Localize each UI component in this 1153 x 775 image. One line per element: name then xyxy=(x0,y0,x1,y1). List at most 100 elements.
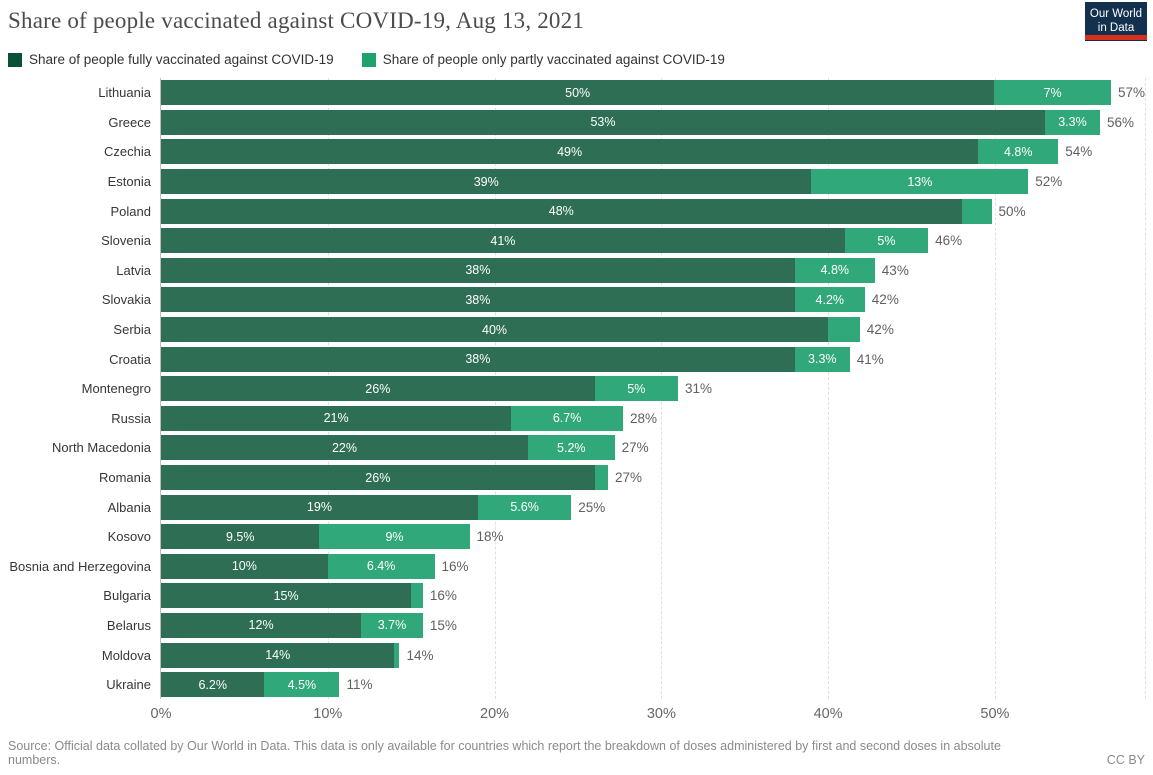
fully-vaccinated-segment[interactable]: 39% xyxy=(161,169,812,195)
fully-vaccinated-segment[interactable]: 38% xyxy=(161,257,795,283)
x-axis-tick-label: 10% xyxy=(313,706,343,723)
x-axis: 0% 10% 20% 30% 40% 50% xyxy=(151,701,1145,727)
country-label[interactable]: Montenegro xyxy=(81,381,151,397)
country-label[interactable]: Kosovo xyxy=(107,529,151,545)
country-label[interactable]: Poland xyxy=(110,203,151,219)
country-label[interactable]: Moldova xyxy=(101,647,151,663)
fully-vaccinated-segment[interactable]: 49% xyxy=(161,139,979,165)
total-value-label: 54% xyxy=(1065,144,1093,160)
fully-value-label: 21% xyxy=(323,411,349,426)
fully-value-label: 38% xyxy=(465,352,491,367)
fully-vaccinated-segment[interactable]: 50% xyxy=(161,80,995,106)
country-label[interactable]: Croatia xyxy=(109,351,151,367)
partly-vaccinated-segment[interactable]: 3.3% xyxy=(1044,109,1100,135)
partly-vaccinated-segment[interactable]: 4.8% xyxy=(794,257,875,283)
total-value-label: 41% xyxy=(856,351,884,367)
partly-vaccinated-segment[interactable]: 9% xyxy=(319,524,470,550)
table-row: 26% 5% 31% xyxy=(161,374,1145,404)
partly-vaccinated-segment[interactable]: 5% xyxy=(594,376,678,402)
fully-vaccinated-segment[interactable]: 10% xyxy=(161,553,328,579)
partly-vaccinated-segment[interactable]: 5.6% xyxy=(477,494,572,520)
country-label[interactable]: Bulgaria xyxy=(103,588,151,604)
total-value-label: 25% xyxy=(578,499,606,515)
fully-value-label: 40% xyxy=(482,322,508,337)
total-value-label: 57% xyxy=(1117,85,1145,101)
fully-vaccinated-segment[interactable]: 21% xyxy=(161,405,512,431)
owid-logo[interactable]: Our World in Data xyxy=(1085,2,1147,41)
total-value-label: 46% xyxy=(935,233,963,249)
partly-vaccinated-segment[interactable] xyxy=(961,198,992,224)
total-value-label: 18% xyxy=(476,529,504,545)
gridline xyxy=(828,78,830,700)
partly-vaccinated-segment[interactable]: 4.5% xyxy=(264,672,340,698)
fully-vaccinated-segment[interactable]: 38% xyxy=(161,287,795,313)
partly-vaccinated-segment[interactable]: 7% xyxy=(994,80,1111,106)
fully-vaccinated-segment[interactable]: 6.2% xyxy=(161,672,265,698)
table-row: 49% 4.8% 54% xyxy=(161,137,1145,167)
license-badge[interactable]: CC BY xyxy=(1106,753,1145,767)
x-axis-tick-label: 0% xyxy=(150,706,172,723)
fully-value-label: 22% xyxy=(331,440,357,455)
legend-item-fully: Share of people fully vaccinated against… xyxy=(8,52,334,67)
partly-vaccinated-segment[interactable]: 3.7% xyxy=(361,612,423,638)
country-label[interactable]: Slovakia xyxy=(101,292,151,308)
country-label[interactable]: Bosnia and Herzegovina xyxy=(9,558,151,574)
country-label[interactable]: Romania xyxy=(98,470,151,486)
fully-value-label: 41% xyxy=(490,233,516,248)
country-label[interactable]: Albania xyxy=(107,499,151,515)
fully-value-label: 48% xyxy=(548,204,574,219)
fully-vaccinated-segment[interactable]: 12% xyxy=(161,612,362,638)
legend-swatch-icon xyxy=(8,52,22,67)
partly-vaccinated-segment[interactable]: 5% xyxy=(844,228,929,254)
fully-vaccinated-segment[interactable]: 26% xyxy=(161,465,595,491)
legend-swatch-icon xyxy=(361,52,376,67)
country-label[interactable]: Estonia xyxy=(107,174,151,190)
country-label[interactable]: Latvia xyxy=(116,262,151,278)
partly-vaccinated-segment[interactable]: 5.2% xyxy=(527,435,615,461)
country-label[interactable]: Belarus xyxy=(106,617,151,633)
fully-vaccinated-segment[interactable]: 41% xyxy=(161,228,845,254)
partly-value-label: 4.2% xyxy=(815,292,845,307)
partly-vaccinated-segment[interactable]: 13% xyxy=(811,169,1029,195)
fully-vaccinated-segment[interactable]: 40% xyxy=(161,317,829,343)
partly-value-label: 4.8% xyxy=(1003,144,1033,159)
partly-vaccinated-segment[interactable] xyxy=(828,317,860,343)
fully-vaccinated-segment[interactable]: 48% xyxy=(161,198,962,224)
fully-vaccinated-segment[interactable]: 9.5% xyxy=(161,524,320,550)
gridline xyxy=(994,78,996,700)
total-value-label: 15% xyxy=(429,617,457,633)
fully-vaccinated-segment[interactable]: 26% xyxy=(161,376,595,402)
partly-vaccinated-segment[interactable]: 6.4% xyxy=(327,553,435,579)
fully-vaccinated-segment[interactable]: 22% xyxy=(161,435,528,461)
country-label[interactable]: Greece xyxy=(108,114,151,130)
partly-value-label: 4.5% xyxy=(287,677,317,692)
table-row: 39% 13% 52% xyxy=(161,167,1145,197)
owid-logo-line1: Our World xyxy=(1089,8,1143,20)
fully-vaccinated-segment[interactable]: 14% xyxy=(161,642,395,668)
partly-vaccinated-segment[interactable] xyxy=(411,583,423,609)
partly-vaccinated-segment[interactable]: 4.8% xyxy=(978,139,1059,165)
fully-vaccinated-segment[interactable]: 19% xyxy=(161,494,478,520)
fully-vaccinated-segment[interactable]: 53% xyxy=(161,109,1045,135)
fully-vaccinated-segment[interactable]: 15% xyxy=(161,583,412,609)
country-label[interactable]: Slovenia xyxy=(101,233,151,249)
table-row: 21% 6.7% 28% xyxy=(161,404,1145,434)
country-label[interactable]: Czechia xyxy=(104,144,151,160)
country-label[interactable]: Ukraine xyxy=(106,677,151,693)
country-label[interactable]: Lithuania xyxy=(98,85,151,101)
country-label[interactable]: North Macedonia xyxy=(52,440,151,456)
partly-vaccinated-segment[interactable]: 6.7% xyxy=(511,405,623,431)
partly-vaccinated-segment[interactable] xyxy=(594,465,608,491)
country-label[interactable]: Serbia xyxy=(113,322,151,338)
partly-vaccinated-segment[interactable] xyxy=(394,642,400,668)
total-value-label: 28% xyxy=(629,410,657,426)
partly-value-label: 5.2% xyxy=(557,440,586,455)
table-row: 53% 3.3% 56% xyxy=(161,108,1145,138)
fully-vaccinated-segment[interactable]: 38% xyxy=(161,346,795,372)
fully-value-label: 12% xyxy=(248,618,274,633)
country-label[interactable]: Russia xyxy=(111,410,151,426)
table-row: 10% 6.4% 16% xyxy=(161,552,1145,582)
fully-value-label: 19% xyxy=(306,500,332,515)
partly-vaccinated-segment[interactable]: 4.2% xyxy=(794,287,865,313)
partly-vaccinated-segment[interactable]: 3.3% xyxy=(794,346,850,372)
